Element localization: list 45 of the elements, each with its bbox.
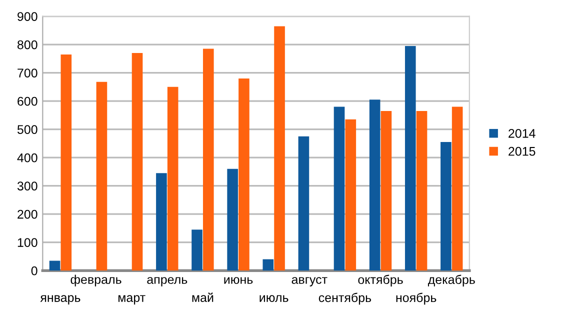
bar — [156, 173, 167, 271]
bar — [380, 110, 392, 271]
y-tick-label: 800 — [18, 40, 38, 50]
bar — [416, 110, 428, 271]
bar — [404, 46, 416, 271]
legend-label: 2015 — [508, 146, 536, 156]
x-tick-label: апрель — [147, 277, 188, 286]
y-tick-label: 400 — [17, 153, 38, 162]
y-tick-label: 200 — [18, 210, 38, 219]
bar — [167, 86, 178, 271]
bar — [440, 142, 452, 271]
bar — [96, 82, 108, 271]
bar — [202, 48, 214, 271]
y-tick-label: 600 — [18, 96, 38, 106]
bar — [192, 230, 202, 271]
x-tick-label: февраль — [70, 274, 122, 286]
x-tick-label: январь — [40, 295, 80, 304]
bar — [452, 106, 463, 271]
bar — [238, 78, 250, 271]
bar — [262, 259, 274, 271]
legend-label: 2014 — [508, 128, 536, 138]
x-tick-label: июль — [260, 295, 288, 302]
bar — [298, 136, 310, 271]
y-tick-label: 300 — [17, 182, 38, 190]
bar — [334, 106, 345, 271]
x-tick-label: декабрь — [428, 274, 475, 287]
bar — [132, 53, 143, 271]
y-tick-label: 700 — [18, 68, 38, 78]
x-tick-label: май — [192, 292, 214, 302]
bar — [227, 168, 238, 271]
x-tick-label: ноябрь — [396, 292, 436, 305]
y-tick-label: 500 — [17, 125, 38, 134]
y-tick-label: 900 — [18, 12, 38, 21]
bar — [274, 26, 285, 271]
x-tick-label: август — [292, 277, 328, 286]
y-tick-label: 100 — [18, 238, 38, 247]
x-tick-label: сентябрь — [318, 292, 372, 305]
bar — [60, 54, 72, 271]
x-tick-label: июнь — [224, 277, 253, 284]
y-tick-label: 0 — [31, 266, 38, 276]
x-tick-label: октябрь — [358, 274, 403, 287]
bar — [345, 119, 356, 271]
bar — [49, 260, 60, 271]
x-tick-label: март — [118, 295, 146, 304]
bar — [369, 100, 380, 271]
